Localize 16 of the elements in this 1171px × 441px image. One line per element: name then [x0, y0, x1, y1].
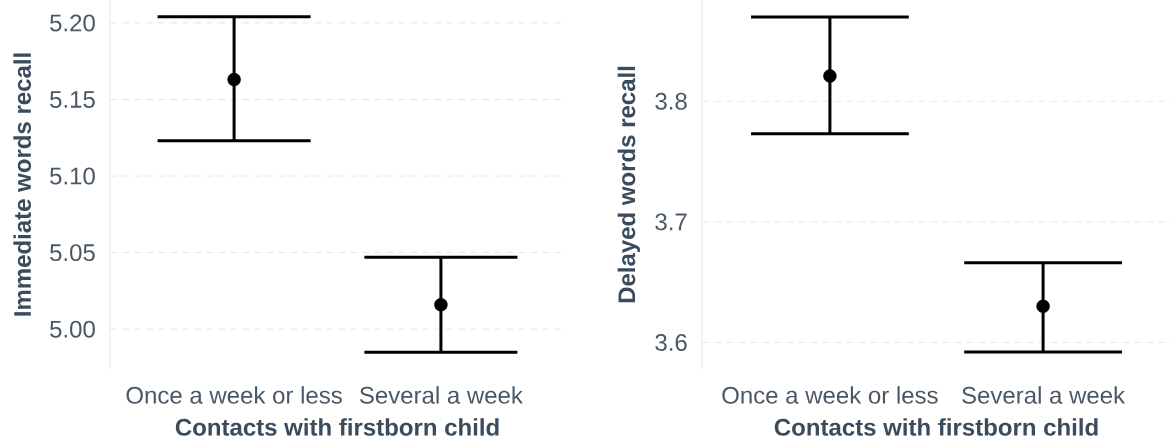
y-tick-label: 5.00: [50, 320, 95, 338]
x-tick-label: Once a week or less: [126, 386, 342, 404]
y-tick-label: 5.20: [50, 14, 95, 32]
x-tick-label: Once a week or less: [722, 386, 938, 404]
x-axis-title: Contacts with firstborn child: [175, 418, 499, 436]
y-tick-label: 3.7: [655, 213, 687, 231]
y-axis-title: Delayed words recall: [617, 66, 641, 303]
y-tick-label: 5.05: [50, 244, 95, 262]
x-axis-title: Contacts with firstborn child: [774, 418, 1098, 436]
y-tick-label: 3.6: [655, 333, 687, 351]
x-tick-label: Several a week: [962, 386, 1126, 404]
y-axis-title: Immediate words recall: [13, 53, 32, 316]
y-tick-label: 5.10: [50, 167, 95, 185]
y-tick-label: 5.15: [50, 91, 95, 108]
x-tick-label: Several a week: [359, 386, 523, 404]
y-tick-label: 3.8: [655, 92, 687, 110]
